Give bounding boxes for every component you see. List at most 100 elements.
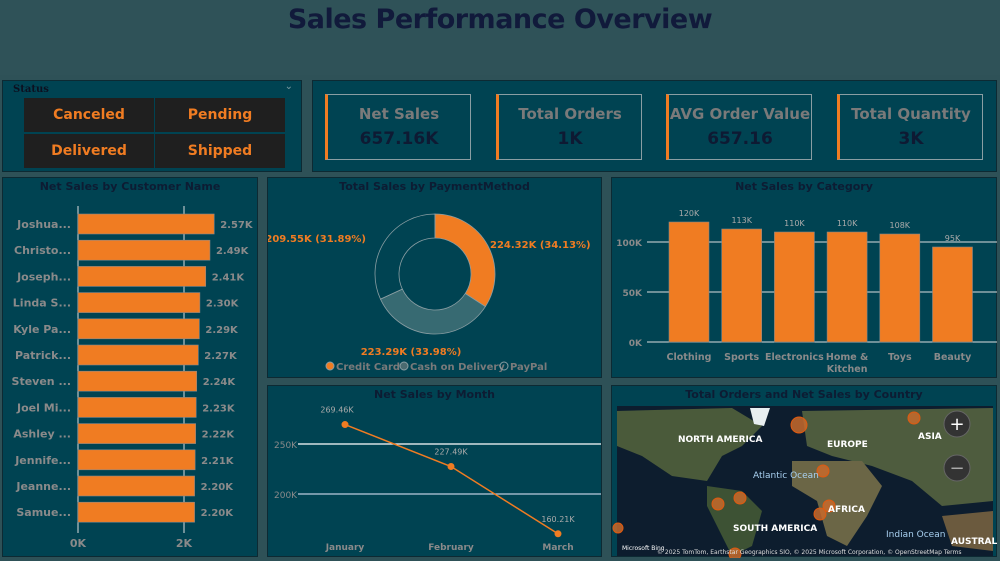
- kpi-value: 657.16: [707, 129, 773, 149]
- data-label: 2.29K: [205, 325, 239, 336]
- chevron-down-icon[interactable]: ⌄: [284, 81, 293, 92]
- map-bubble[interactable]: [822, 499, 836, 513]
- legend-label: Cash on Delivery: [410, 362, 505, 373]
- map-label: ASIA: [918, 432, 942, 442]
- bar: [77, 344, 199, 366]
- data-label: 227.49K: [434, 448, 468, 457]
- category-label: Joel Mi...: [16, 401, 71, 414]
- bar: [77, 423, 196, 444]
- data-point: [554, 530, 562, 538]
- map-panel: Total Orders and Net Sales by Country NO…: [611, 385, 998, 558]
- data-point: [447, 463, 455, 471]
- category-label: Sports: [724, 352, 759, 363]
- zoom-in-button[interactable]: +: [943, 410, 971, 438]
- kpi-card-total-orders: Total Orders 1K: [496, 94, 642, 160]
- kpi-card-total-quantity: Total Quantity 3K: [837, 94, 983, 160]
- kpi-label: AVG Order Value: [669, 105, 811, 123]
- map-bubble[interactable]: [790, 416, 808, 434]
- category-label: Electronics: [765, 352, 824, 363]
- category-label: Patrick...: [15, 349, 71, 362]
- x-tick-label: January: [325, 543, 365, 553]
- legend-marker: [325, 361, 335, 371]
- chart-title: Net Sales by Category: [735, 180, 873, 193]
- zoom-out-button[interactable]: −: [943, 454, 971, 482]
- map-label: Atlantic Ocean: [753, 471, 819, 481]
- map-label: SOUTH AMERICA: [733, 524, 817, 534]
- chart-title: Total Orders and Net Sales by Country: [685, 388, 923, 401]
- map-land-australia: [942, 511, 993, 551]
- bar: [77, 449, 196, 471]
- category-chart-panel: Net Sales by Category 0K 50K 100K 120K Cloth…: [611, 177, 997, 378]
- kpi-value: 657.16K: [359, 129, 439, 149]
- category-label: Jeanne...: [15, 480, 71, 493]
- chart-title: Net Sales by Customer Name: [39, 180, 221, 193]
- data-label: 108K: [890, 221, 911, 230]
- map-label: EUROPE: [827, 440, 868, 450]
- category-label: Clothing: [667, 352, 712, 363]
- chart-title: Net Sales by Month: [373, 388, 495, 401]
- bar: [826, 231, 868, 343]
- map-label: Indian Ocean: [886, 530, 945, 540]
- category-label: Joseph...: [16, 270, 71, 283]
- map-bubble[interactable]: [907, 411, 921, 425]
- y-tick-label: 200K: [274, 491, 298, 501]
- status-option-canceled[interactable]: Canceled: [24, 98, 154, 132]
- map-bubble[interactable]: [612, 522, 624, 534]
- category-bar-chart: 0K 50K 100K 120K Clothing 113K Sports 110K Elect…: [616, 209, 997, 375]
- bar: [879, 233, 921, 343]
- page-title: Sales Performance Overview: [287, 4, 713, 35]
- map-bubble[interactable]: [816, 464, 830, 478]
- bar: [77, 213, 215, 235]
- data-label: 2.41K: [212, 272, 246, 283]
- map-label: AUSTRALIA: [951, 537, 998, 547]
- status-option-shipped[interactable]: Shipped: [155, 134, 285, 168]
- map-bubble[interactable]: [711, 497, 725, 511]
- data-point: [341, 421, 349, 429]
- category-label: Ashley ...: [13, 428, 71, 441]
- series-line: [344, 423, 559, 535]
- data-label: 2.20K: [201, 508, 235, 519]
- map-logo: Microsoft Bing: [622, 545, 665, 552]
- bar: [77, 292, 201, 313]
- plus-icon: +: [949, 414, 964, 435]
- y-tick-label: 250K: [274, 441, 298, 451]
- y-tick-label: 100K: [616, 239, 643, 249]
- customer-chart-panel: Net Sales by Customer Name 0K 2K Joshua...…: [2, 177, 258, 557]
- kpi-card-avg-order-value: AVG Order Value 657.16: [666, 94, 812, 160]
- data-label: 120K: [679, 209, 700, 218]
- data-label: 110K: [837, 219, 858, 228]
- bar: [721, 228, 762, 343]
- map-land-greenland: [750, 408, 770, 426]
- header: [0, 0, 1000, 75]
- status-option-delivered[interactable]: Delivered: [24, 134, 154, 168]
- map-label: NORTH AMERICA: [678, 435, 762, 445]
- data-label: 2.21K: [201, 456, 235, 467]
- customer-bar-chart: 0K 2K Joshua... 2.57K Christo... 2.49K Joseph.…: [12, 206, 254, 550]
- map-land-africa: [792, 461, 882, 546]
- map-bubble[interactable]: [813, 507, 827, 521]
- country-map[interactable]: NORTH AMERICA EUROPE ASIA AFRICA SOUTH A…: [612, 386, 998, 558]
- data-label: 2.30K: [206, 299, 240, 310]
- minus-icon: −: [949, 458, 964, 479]
- map-bubble[interactable]: [733, 491, 747, 505]
- kpi-label: Net Sales: [358, 105, 440, 123]
- x-tick-label: 2K: [176, 537, 193, 550]
- bar: [77, 475, 195, 497]
- bar: [77, 266, 207, 287]
- map-land-eurasia: [802, 408, 993, 506]
- map-bubbles[interactable]: [612, 411, 921, 558]
- bar: [668, 221, 710, 343]
- map-land-north-america: [617, 408, 762, 481]
- data-label: 113K: [731, 216, 752, 225]
- map-attribution[interactable]: © 2025 TomTom, Earthstar Geographics SIO…: [657, 549, 962, 556]
- map-label: AFRICA: [828, 505, 865, 515]
- bar: [77, 239, 211, 261]
- map-bubble[interactable]: [728, 547, 742, 558]
- category-label: Home & Kitchen: [826, 352, 868, 375]
- bar: [77, 397, 197, 418]
- kpi-panel: Net Sales 657.16K Total Orders 1K AVG Orde…: [312, 80, 997, 172]
- category-label: Jennife...: [14, 454, 71, 467]
- category-label: Linda S...: [13, 297, 71, 310]
- status-option-pending[interactable]: Pending: [155, 98, 285, 132]
- bar: [77, 370, 198, 392]
